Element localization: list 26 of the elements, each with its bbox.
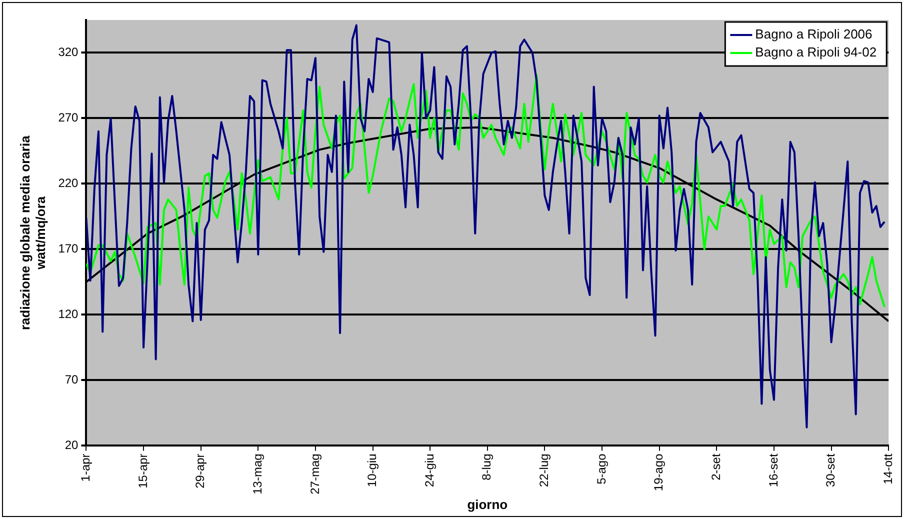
y-tick-label: 70 (64, 372, 79, 387)
x-tick-label: 27-mag (308, 454, 322, 494)
x-tick-label: 15-apr (136, 454, 150, 488)
x-tick-label: 14-ott (880, 453, 895, 484)
y-tick-label: 220 (58, 176, 79, 190)
x-tick-label: 19-ago (652, 453, 666, 492)
y-tick-label: 20 (64, 438, 79, 452)
x-tick-label: 16-set (766, 453, 780, 488)
x-tick-label: 10-giu (365, 454, 380, 488)
x-tick-label: 29-apr (193, 454, 208, 488)
x-tick-label: 24-giu (422, 454, 436, 488)
x-tick-label: 30-set (824, 453, 838, 488)
legend-label: Bagno a Ripoli 94-02 (755, 44, 877, 60)
x-axis-title: giorno (467, 496, 508, 512)
x-tick-label: 13-mag (250, 454, 264, 494)
legend-label: Bagno a Ripoli 2006 (755, 26, 872, 42)
y-tick-label: 170 (58, 242, 79, 256)
x-tick-label: 2-set (708, 453, 723, 480)
x-tick-label: 22-lug (537, 454, 552, 488)
x-tick-label: 1-apr (78, 454, 93, 482)
y-tick-label: 270 (58, 110, 79, 125)
y-tick-label: 320 (58, 45, 79, 60)
x-tick-label: 5-ago (594, 453, 608, 484)
y-tick-label: 120 (58, 307, 79, 322)
x-tick-label: 8-lug (480, 454, 494, 480)
y-axis-title: radiazione globale media oraria watt/mq/ora (17, 134, 48, 330)
